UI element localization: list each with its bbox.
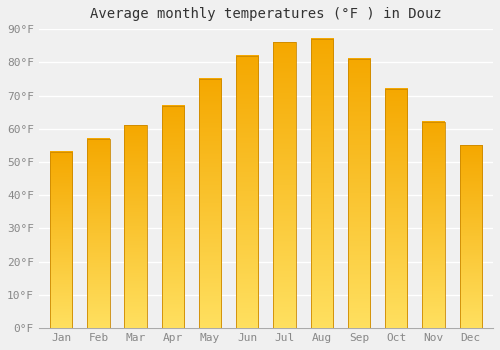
Bar (50, 152, 72, 328)
Bar (199, 79, 222, 328)
Bar (310, 39, 333, 328)
Bar (124, 125, 147, 328)
Title: Average monthly temperatures (°F ) in Douz: Average monthly temperatures (°F ) in Do… (90, 7, 442, 21)
Bar (460, 145, 482, 328)
Bar (236, 56, 258, 328)
Bar (385, 89, 407, 328)
Bar (348, 59, 370, 328)
Bar (274, 42, 295, 328)
Bar (87, 139, 110, 328)
Bar (162, 105, 184, 328)
Bar (422, 122, 444, 328)
